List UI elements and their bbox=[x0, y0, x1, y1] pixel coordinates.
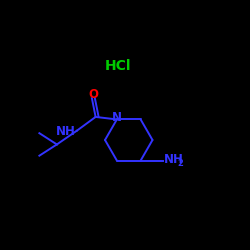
Text: 2: 2 bbox=[178, 159, 183, 168]
Text: NH: NH bbox=[56, 126, 76, 138]
Text: HCl: HCl bbox=[104, 59, 131, 73]
Text: NH: NH bbox=[164, 153, 184, 166]
Text: O: O bbox=[88, 88, 99, 101]
Text: N: N bbox=[112, 111, 122, 124]
